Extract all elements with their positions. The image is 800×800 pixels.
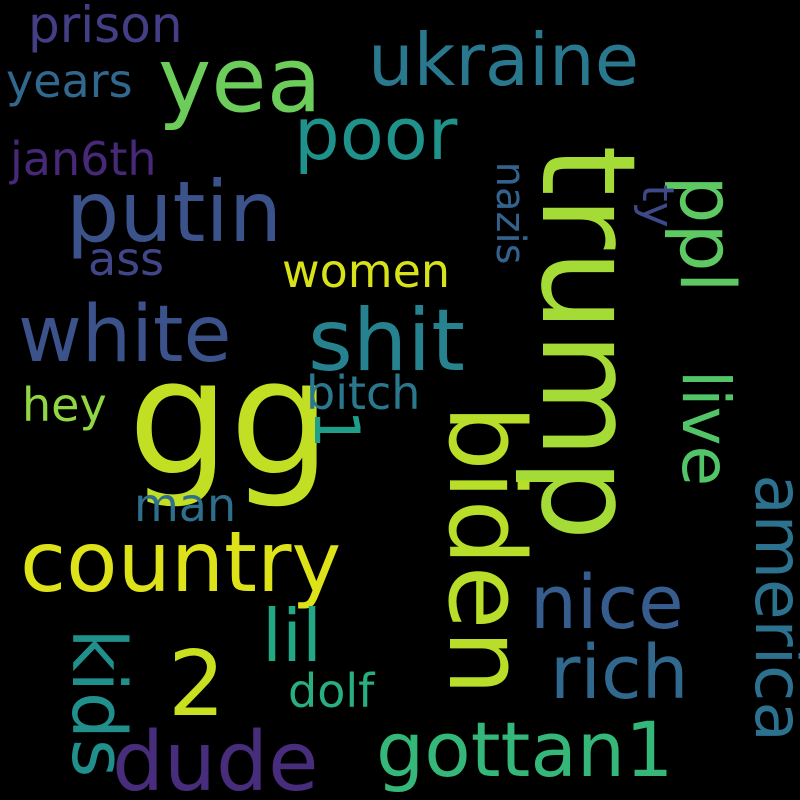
word-dude: dude xyxy=(112,715,319,800)
word-yea: yea xyxy=(158,28,322,133)
word-man: man xyxy=(134,478,237,532)
word-gg: gg xyxy=(128,324,332,511)
word-jan6th: jan6th xyxy=(10,132,157,186)
word-ukraine: ukraine xyxy=(368,18,639,102)
word-ty: ty xyxy=(632,184,683,228)
word-prison: prison xyxy=(28,0,183,54)
word-white: white xyxy=(18,290,232,380)
word-country: country xyxy=(20,513,342,611)
word-years: years xyxy=(6,54,133,108)
word-biden: biden xyxy=(425,404,547,696)
word-gottan1: gottan1 xyxy=(376,705,674,794)
word-bitch: bitch xyxy=(306,366,421,420)
word-one: 1 xyxy=(300,409,373,449)
word-rich: rich xyxy=(550,630,689,716)
word-lil: lil xyxy=(262,594,323,678)
word-kids: kids xyxy=(55,628,141,778)
word-dolf: dolf xyxy=(288,664,375,718)
word-nazis: nazis xyxy=(487,161,533,265)
word-two: 2 xyxy=(168,632,226,737)
word-putin: putin xyxy=(66,163,283,261)
word-ass: ass xyxy=(88,232,165,286)
word-america: america xyxy=(740,474,800,742)
word-live: live xyxy=(667,369,744,487)
word-hey: hey xyxy=(22,378,107,432)
word-nice: nice xyxy=(530,560,684,646)
word-ppl: ppl xyxy=(663,175,752,293)
word-women: women xyxy=(282,244,451,298)
word-poor: poor xyxy=(294,92,458,176)
word-shit: shit xyxy=(308,291,465,391)
